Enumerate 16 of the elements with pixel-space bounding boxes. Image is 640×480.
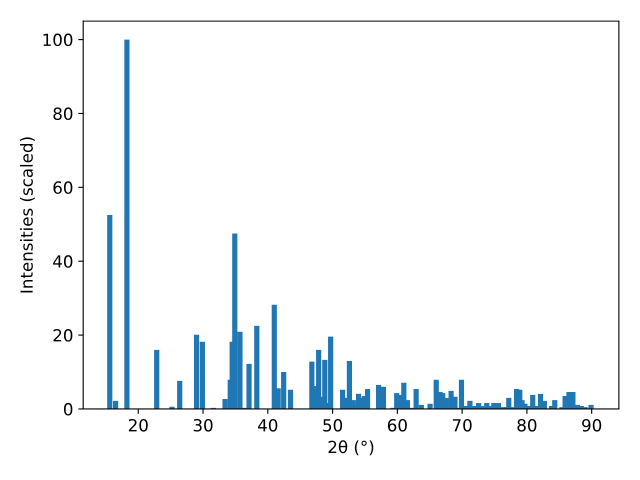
x-tick-label: 30: [194, 418, 213, 432]
y-tick-label: 100: [43, 34, 72, 46]
x-tick-label: 90: [582, 418, 602, 432]
y-tick-label: 0: [64, 402, 72, 416]
x-tick-label: 70: [452, 418, 472, 432]
x-tick-label: 40: [258, 418, 278, 432]
y-tick-label: 20: [53, 329, 72, 342]
x-tick-label: 80: [517, 418, 536, 432]
x-axis-title: 2θ (°): [328, 440, 374, 456]
y-tick-label: 80: [53, 107, 72, 120]
y-tick-label: 40: [53, 255, 72, 268]
y-axis-title: Intensities (scaled): [20, 137, 35, 292]
y-tick-label: 60: [53, 181, 72, 194]
x-tick-label: 20: [128, 418, 148, 432]
x-tick-label: 60: [388, 418, 407, 432]
x-tick-label: 50: [323, 418, 342, 432]
